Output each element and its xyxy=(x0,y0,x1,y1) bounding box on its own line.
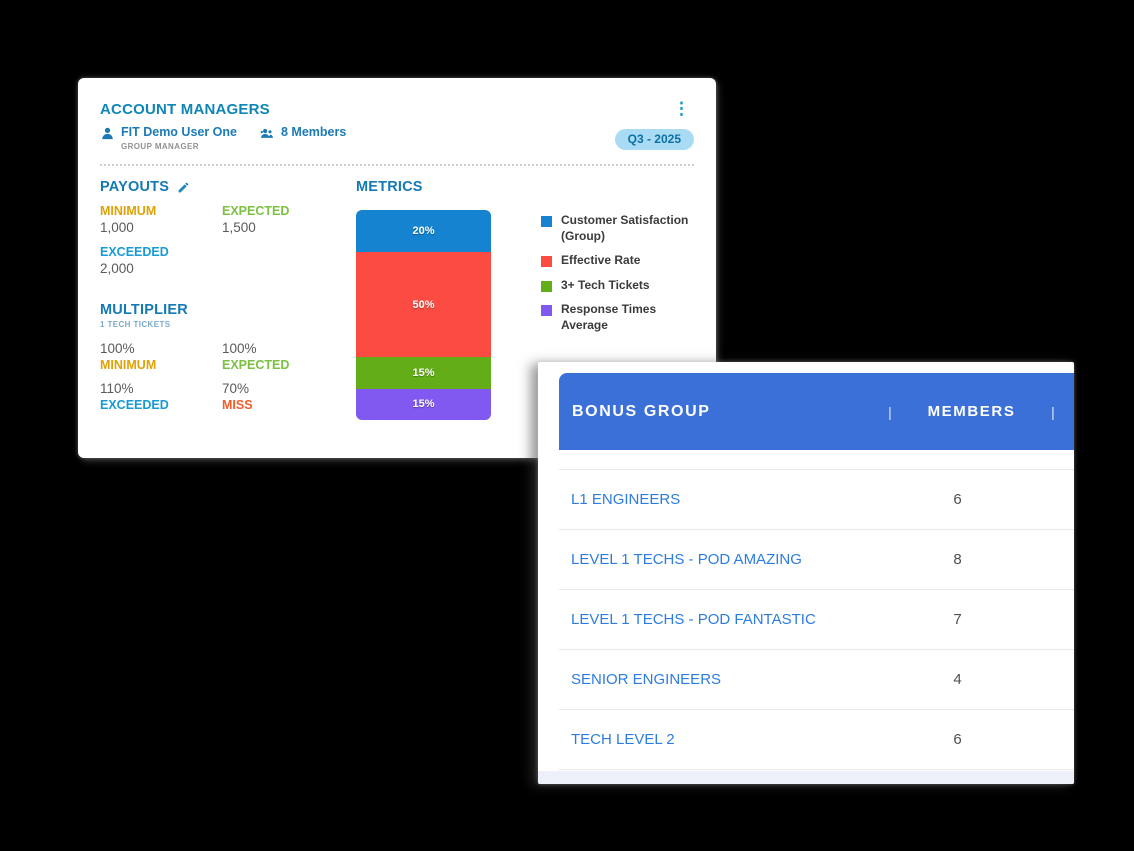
column-separator: | xyxy=(888,403,892,420)
multiplier-item: 110% EXCEEDED xyxy=(100,381,222,412)
legend-label: Response Times Average xyxy=(561,302,657,332)
members-icon xyxy=(259,126,275,146)
payout-item: EXPECTED 1,500 xyxy=(222,204,356,235)
payout-value: 1,000 xyxy=(100,220,134,235)
stacked-bar-chart: 20% 50% 15% 15% xyxy=(356,210,491,420)
metrics-heading: METRICS xyxy=(356,179,423,195)
multiplier-item: 100% MINIMUM xyxy=(100,341,222,372)
payout-label: EXCEEDED xyxy=(100,245,169,259)
table-spacer xyxy=(559,450,1074,470)
card-title: ACCOUNT MANAGERS xyxy=(100,101,270,118)
multiplier-item: 100% EXPECTED xyxy=(222,341,356,372)
members-value: 8 xyxy=(953,551,962,568)
bonus-group-link[interactable]: LEVEL 1 TECHS - POD FANTASTIC xyxy=(571,611,816,628)
table-row: SENIOR ENGINEERS 4 xyxy=(559,650,1074,710)
group-manager-role: GROUP MANAGER xyxy=(121,142,199,151)
members-value: 4 xyxy=(953,671,962,688)
members-value: 6 xyxy=(953,491,962,508)
bonus-group-link[interactable]: TECH LEVEL 2 xyxy=(571,731,675,748)
bar-segment-response-times: 15% xyxy=(356,388,491,420)
chart-legend: Customer Satisfaction (Group) Effective … xyxy=(541,213,713,420)
legend-label: 3+ Tech Tickets xyxy=(561,277,650,292)
kebab-menu-icon[interactable]: ⋮ xyxy=(673,99,690,118)
payout-label: MINIMUM xyxy=(100,204,157,218)
payout-item: MINIMUM 1,000 xyxy=(100,204,222,235)
person-icon xyxy=(100,126,115,151)
column-separator: | xyxy=(1051,403,1055,420)
legend-item: Customer Satisfaction (Group) xyxy=(541,213,713,244)
bonus-group-link[interactable]: SENIOR ENGINEERS xyxy=(571,671,722,688)
multiplier-label: MISS xyxy=(222,398,253,412)
members-block: 8 Members xyxy=(259,125,346,146)
period-badge[interactable]: Q3 - 2025 xyxy=(614,129,694,150)
bar-segment-label: 20% xyxy=(412,225,435,237)
multiplier-label: EXCEEDED xyxy=(100,398,169,412)
table-header: BONUS GROUP | MEMBERS | xyxy=(559,373,1074,450)
group-manager-block: FIT Demo User One GROUP MANAGER xyxy=(100,125,237,151)
legend-swatch-blue xyxy=(541,216,552,227)
column-header-members: MEMBERS xyxy=(927,403,1016,420)
legend-item: Response Times Average xyxy=(541,302,713,333)
group-manager-name: FIT Demo User One xyxy=(121,125,237,139)
payouts-heading-label: PAYOUTS xyxy=(100,179,170,195)
table-row: TECH LEVEL 2 6 xyxy=(559,710,1074,770)
bar-segment-customer-satisfaction: 20% xyxy=(356,210,491,252)
legend-label: Customer Satisfaction (Group) xyxy=(561,213,689,243)
bar-segment-label: 15% xyxy=(412,398,435,411)
legend-label: Effective Rate xyxy=(561,253,641,268)
members-count: 8 Members xyxy=(281,125,347,139)
account-managers-card: ACCOUNT MANAGERS ⋮ FIT Demo User One GRO… xyxy=(78,78,716,458)
payout-value: 2,000 xyxy=(100,261,134,276)
bar-segment-effective-rate: 50% xyxy=(356,252,491,357)
bonus-group-link[interactable]: L1 ENGINEERS xyxy=(571,491,681,508)
table-row: LEVEL 1 TECHS - POD AMAZING 8 xyxy=(559,530,1074,590)
bar-segment-tech-tickets: 15% xyxy=(356,357,491,389)
payouts-heading: PAYOUTS xyxy=(100,179,356,195)
multiplier-label: EXPECTED xyxy=(222,358,290,372)
dotted-divider xyxy=(100,164,694,166)
legend-item: Effective Rate xyxy=(541,253,713,269)
multiplier-value: 70% xyxy=(222,381,250,396)
multiplier-subheading: 1 TECH TICKETS xyxy=(100,320,171,329)
edit-pencil-icon[interactable] xyxy=(177,181,190,194)
members-value: 7 xyxy=(953,611,962,628)
bonus-group-card: BONUS GROUP | MEMBERS | L1 ENGINEERS 6 L… xyxy=(538,362,1074,784)
multiplier-value: 100% xyxy=(100,341,135,356)
payout-item: EXCEEDED 2,000 xyxy=(100,245,222,276)
legend-item: 3+ Tech Tickets xyxy=(541,278,713,294)
members-value: 6 xyxy=(953,731,962,748)
payout-value: 1,500 xyxy=(222,220,256,235)
payout-label: EXPECTED xyxy=(222,204,290,218)
multiplier-value: 100% xyxy=(222,341,257,356)
table-body: L1 ENGINEERS 6 LEVEL 1 TECHS - POD AMAZI… xyxy=(559,450,1074,770)
legend-swatch-red xyxy=(541,256,552,268)
multiplier-heading: MULTIPLIER xyxy=(100,302,188,318)
bonus-group-link[interactable]: LEVEL 1 TECHS - POD AMAZING xyxy=(571,551,802,568)
bar-segment-label: 50% xyxy=(412,298,435,311)
multiplier-value: 110% xyxy=(100,381,134,396)
table-row: L1 ENGINEERS 6 xyxy=(559,470,1074,530)
bar-segment-label: 15% xyxy=(412,366,435,379)
legend-swatch-green xyxy=(541,280,552,292)
multiplier-label: MINIMUM xyxy=(100,358,157,372)
column-header-bonus-group: BONUS GROUP xyxy=(572,402,711,420)
legend-swatch-purple xyxy=(541,305,552,317)
table-footer-strip[interactable] xyxy=(538,771,1074,784)
multiplier-item: 70% MISS xyxy=(222,381,356,412)
table-row: LEVEL 1 TECHS - POD FANTASTIC 7 xyxy=(559,590,1074,650)
